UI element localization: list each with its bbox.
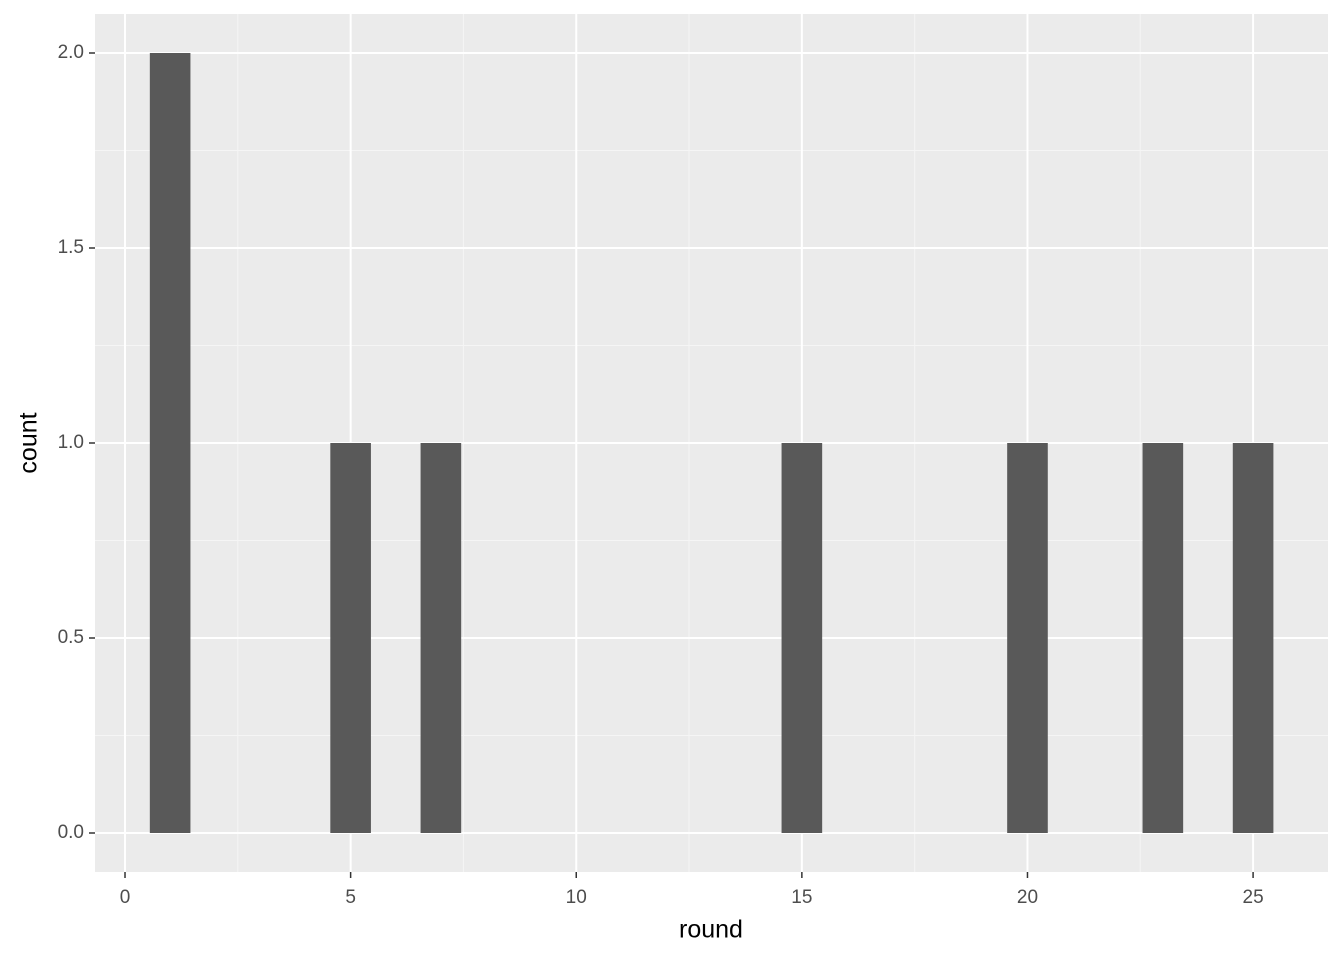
- bar: [1232, 443, 1274, 833]
- y-tick-label: 1.5: [58, 237, 84, 258]
- x-tick-label: 25: [1243, 887, 1264, 908]
- y-tick-label: 1.0: [58, 432, 84, 453]
- y-tick-label: 0.0: [58, 822, 84, 843]
- y-tick-label: 0.5: [58, 627, 84, 648]
- bar: [781, 443, 823, 833]
- x-tick-label: 0: [120, 887, 131, 908]
- x-tick-label: 5: [345, 887, 356, 908]
- x-tick-label: 20: [1017, 887, 1038, 908]
- x-tick-label: 10: [566, 887, 587, 908]
- bar: [420, 443, 462, 833]
- bar: [1007, 443, 1048, 833]
- bar: [149, 53, 191, 833]
- x-tick-label: 15: [791, 887, 812, 908]
- bar: [1142, 443, 1184, 833]
- x-axis-title: round: [679, 916, 743, 944]
- y-tick-label: 2.0: [58, 42, 84, 63]
- y-axis-title: count: [15, 412, 43, 473]
- bar: [330, 443, 371, 833]
